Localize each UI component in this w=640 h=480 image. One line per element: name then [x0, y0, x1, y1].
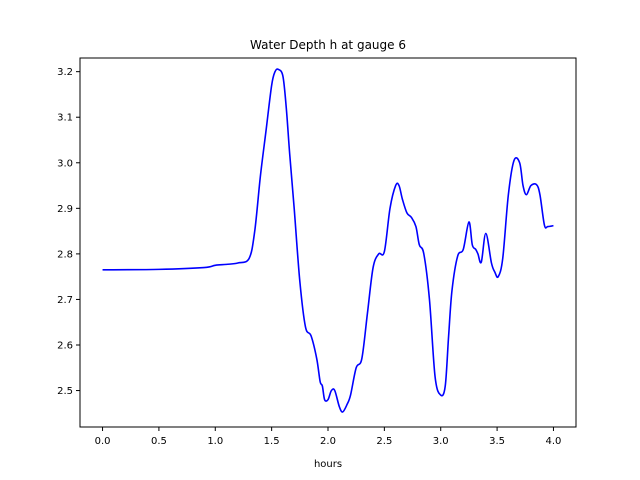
- x-tick-label: 2.0: [320, 436, 336, 447]
- x-tick-label: 1.0: [207, 436, 223, 447]
- series-line-0: [102, 68, 554, 413]
- x-tick-label: 3.0: [433, 436, 449, 447]
- x-tick-label: 0.5: [151, 436, 167, 447]
- y-tick-label: 2.5: [57, 386, 73, 397]
- x-tick-label: 3.5: [489, 436, 505, 447]
- y-tick-label: 2.9: [57, 204, 73, 215]
- x-tick-label: 4.0: [546, 436, 562, 447]
- x-tick-label: 2.5: [376, 436, 392, 447]
- y-tick-label: 2.8: [57, 249, 73, 260]
- x-axis-ticks: 0.0 0.5 1.0 1.5 2.0 2.5 3.0 3.5 4.0: [95, 427, 562, 447]
- series-layer: [102, 68, 554, 413]
- y-tick-label: 3.2: [57, 67, 73, 78]
- y-tick-label: 3.1: [57, 113, 73, 124]
- chart-title: Water Depth h at gauge 6: [250, 38, 406, 52]
- y-tick-label: 2.6: [57, 341, 73, 352]
- x-axis-label: hours: [314, 459, 342, 470]
- y-tick-label: 3.0: [57, 158, 73, 169]
- y-tick-label: 2.7: [57, 295, 73, 306]
- x-tick-label: 0.0: [95, 436, 111, 447]
- y-axis-ticks: 2.5 2.6 2.7 2.8 2.9 3.0 3.1 3.2: [57, 67, 80, 397]
- x-tick-label: 1.5: [264, 436, 280, 447]
